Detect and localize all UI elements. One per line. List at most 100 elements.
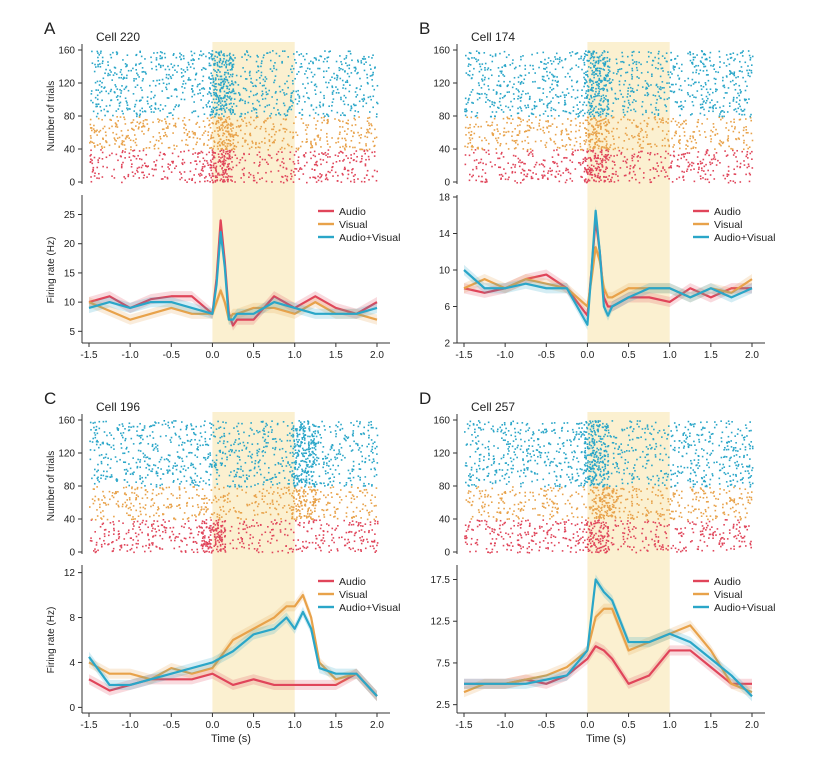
raster-spike bbox=[212, 80, 215, 83]
raster-spike bbox=[346, 169, 349, 172]
raster-spike bbox=[594, 131, 597, 134]
raster-spike bbox=[373, 539, 376, 542]
raster-spike bbox=[481, 148, 484, 151]
raster-spike bbox=[259, 82, 262, 84]
raster-spike bbox=[212, 116, 214, 119]
raster-spike bbox=[608, 132, 610, 134]
raster-spike bbox=[274, 92, 277, 94]
raster-spike bbox=[139, 121, 142, 124]
raster-spike bbox=[216, 94, 218, 97]
raster-spike bbox=[238, 100, 241, 102]
raster-spike bbox=[569, 177, 572, 180]
raster-spike bbox=[339, 120, 341, 122]
raster-spike bbox=[182, 80, 185, 82]
raster-spike bbox=[208, 538, 211, 541]
raster-spike bbox=[93, 142, 95, 144]
raster-spike bbox=[318, 153, 320, 155]
raster-spike bbox=[249, 55, 252, 58]
raster-spike bbox=[638, 135, 641, 137]
raster-spike bbox=[623, 174, 626, 177]
raster-spike bbox=[598, 90, 601, 93]
raster-spike bbox=[163, 52, 166, 55]
raster-spike bbox=[184, 537, 187, 540]
raster-spike bbox=[306, 530, 309, 532]
raster-spike bbox=[128, 152, 131, 155]
raster-spike bbox=[208, 76, 210, 79]
raster-spike bbox=[700, 50, 703, 52]
raster-spike bbox=[227, 180, 229, 183]
raster-spike bbox=[579, 111, 581, 114]
raster-spike bbox=[749, 57, 752, 59]
raster-spike bbox=[556, 76, 558, 78]
raster-spike bbox=[601, 163, 603, 166]
raster-spike bbox=[238, 92, 240, 94]
raster-spike bbox=[93, 124, 95, 127]
raster-spike bbox=[226, 69, 229, 72]
raster-spike bbox=[540, 140, 542, 142]
raster-spike bbox=[281, 549, 284, 552]
raster-spike bbox=[338, 69, 341, 72]
stimulus-window bbox=[212, 412, 295, 713]
raster-spike bbox=[660, 170, 663, 172]
raster-spike bbox=[260, 94, 263, 97]
raster-spike bbox=[678, 88, 681, 91]
raster-spike bbox=[101, 147, 104, 149]
raster-spike bbox=[624, 132, 627, 135]
raster-spike bbox=[600, 116, 602, 118]
raster-spike bbox=[504, 64, 506, 66]
raster-spike bbox=[651, 75, 653, 78]
raster-spike bbox=[221, 104, 224, 106]
raster-spike bbox=[678, 77, 681, 80]
raster-spike bbox=[231, 82, 234, 85]
raster-spike bbox=[366, 136, 369, 139]
raster-spike bbox=[721, 110, 724, 112]
raster-spike bbox=[261, 533, 263, 536]
raster-spike bbox=[646, 82, 648, 85]
raster-spike bbox=[550, 109, 552, 112]
raster-spike bbox=[285, 545, 287, 547]
raster-spike bbox=[595, 134, 597, 137]
raster-spike bbox=[634, 173, 636, 176]
raster-spike bbox=[131, 127, 133, 130]
raster-spike bbox=[338, 160, 341, 162]
raster-spike bbox=[650, 181, 653, 183]
raster-spike bbox=[640, 150, 642, 153]
raster-spike bbox=[344, 137, 346, 140]
raster-spike bbox=[356, 59, 359, 62]
raster-spike bbox=[704, 53, 707, 56]
raster-spike bbox=[220, 75, 223, 78]
raster-spike bbox=[339, 55, 341, 57]
raster-spike bbox=[173, 64, 176, 67]
raster-spike bbox=[503, 131, 505, 133]
raster-spike bbox=[583, 101, 586, 104]
raster-spike bbox=[567, 92, 570, 95]
raster-spike bbox=[608, 60, 611, 62]
raster-spike bbox=[499, 142, 502, 145]
raster-spike bbox=[745, 129, 748, 131]
raster-spike bbox=[743, 142, 745, 144]
raster-spike bbox=[90, 153, 92, 156]
raster-spike bbox=[312, 521, 315, 524]
raster-spike bbox=[162, 108, 164, 111]
raster-spike bbox=[222, 107, 225, 110]
raster-spike bbox=[214, 101, 216, 104]
raster-spike bbox=[96, 177, 98, 179]
raster-spike bbox=[524, 162, 526, 165]
raster-spike bbox=[470, 110, 473, 113]
raster-spike bbox=[170, 112, 172, 114]
raster-spike bbox=[517, 89, 519, 92]
raster-spike bbox=[339, 125, 341, 128]
raster-spike bbox=[211, 172, 214, 175]
raster-spike bbox=[596, 94, 599, 97]
raster-spike bbox=[196, 526, 198, 529]
raster-spike bbox=[96, 98, 99, 101]
raster-spike bbox=[215, 92, 218, 95]
raster-spike bbox=[142, 171, 144, 174]
raster-spike bbox=[225, 136, 228, 138]
raster-spike bbox=[215, 537, 217, 539]
raster-spike bbox=[511, 139, 514, 142]
raster-spike bbox=[584, 78, 586, 81]
raster-dots-audio-visual bbox=[90, 50, 379, 118]
raster-spike bbox=[310, 60, 312, 63]
